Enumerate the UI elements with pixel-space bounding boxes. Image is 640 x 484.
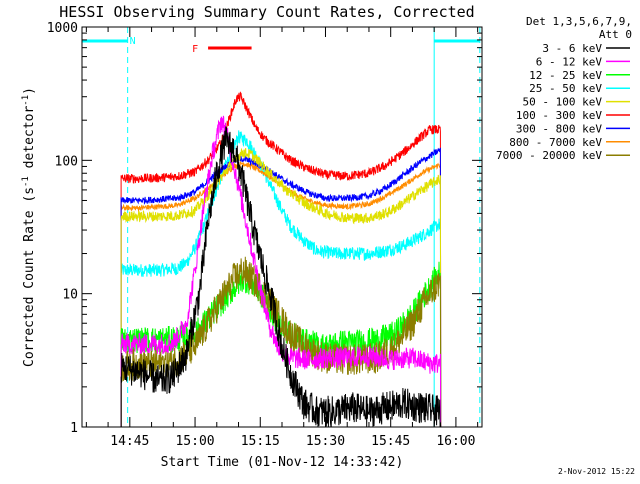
series-line-25-50keV [120,130,442,427]
legend-label: 3 - 6 keV [542,42,602,55]
y-axis-label-sup-1: -1 [21,176,31,187]
legend-label: 7000 - 20000 keV [496,149,602,162]
y-axis-label-main: Corrected Count Rate (s [22,187,37,367]
flag-label: F [192,44,198,55]
y-axis-label-end: ) [22,87,37,95]
x-axis-label: Start Time (01-Nov-12 14:33:42) [161,455,404,470]
y-axis-label: Corrected Count Rate (s-1 detector-1) [21,87,37,367]
x-tick-label: 14:45 [110,434,149,449]
series-line-300-800keV [120,147,442,427]
y-tick-label: 10 [62,288,78,303]
flag-label: N [130,36,136,47]
y-axis: 1 10 100 1000 [47,21,482,436]
legend-label: 12 - 25 keV [529,69,602,82]
date-stamp: 2-Nov-2012 15:22 [558,467,635,476]
legend-label: 800 - 7000 keV [509,136,602,149]
flags-layer: NF [82,36,480,55]
x-tick-label: 15:45 [371,434,410,449]
y-tick-label: 1000 [47,21,78,36]
legend-label: 6 - 12 keV [536,55,603,68]
y-tick-label: 1 [70,421,78,436]
x-axis: 14:45 15:00 15:15 15:30 15:45 16:00 [85,27,479,449]
legend-header-detectors: Det 1,3,5,6,7,9, [526,15,632,28]
legend-label: 25 - 50 keV [529,82,602,95]
x-tick-label: 15:00 [175,434,214,449]
y-axis-label-sup-2: -1 [21,95,31,106]
series-line-50-100keV [120,148,442,427]
series-line-7000-20000keV [120,256,442,427]
legend-header-attenuator: Att 0 [599,28,632,41]
legend-label: 50 - 100 keV [523,96,603,109]
x-tick-label: 15:30 [306,434,345,449]
legend-label: 100 - 300 keV [516,109,602,122]
y-axis-label-mid: detector [22,106,37,177]
series-layer [120,91,442,427]
legend-label: 300 - 800 keV [516,122,602,135]
series-line-100-300keV [120,91,442,427]
x-tick-label: 16:00 [436,434,475,449]
x-tick-label: 15:15 [241,434,280,449]
y-tick-label: 100 [55,154,78,169]
series-line-3-6keV [120,126,442,427]
chart-title: HESSI Observing Summary Count Rates, Cor… [59,3,474,21]
